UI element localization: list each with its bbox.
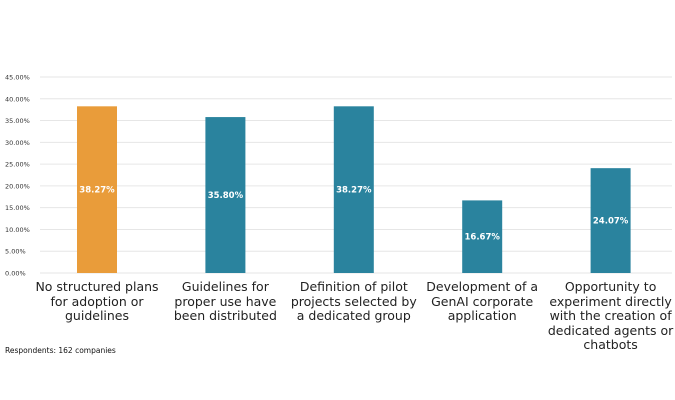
y-tick-label: 35.00% bbox=[5, 117, 30, 125]
y-tick-label: 25.00% bbox=[5, 161, 30, 169]
x-tick-label: No structured plans for adoption or guid… bbox=[35, 279, 159, 323]
respondents-footnote: Respondents: 162 companies bbox=[5, 346, 116, 355]
bar bbox=[333, 106, 374, 273]
bar-value-label: 24.07% bbox=[593, 217, 629, 227]
bar-value-label: 16.67% bbox=[464, 233, 500, 243]
bar-value-label: 35.80% bbox=[208, 191, 244, 201]
y-tick-label: 10.00% bbox=[5, 226, 30, 234]
bar-value-label: 38.27% bbox=[336, 186, 372, 196]
y-tick-label: 15.00% bbox=[5, 204, 30, 212]
y-tick-label: 30.00% bbox=[5, 139, 30, 147]
y-tick-label: 0.00% bbox=[5, 270, 26, 278]
bar-value-labels: 38.27% 35.80% 38.27% 16.67% 24.07% bbox=[79, 186, 628, 243]
bar bbox=[77, 106, 117, 273]
x-tick-label: Definition of pilot projects selected by… bbox=[290, 279, 417, 323]
y-axis: 0.00% 5.00% 10.00% 15.00% 20.00% 25.00% 30.00%… bbox=[5, 74, 30, 278]
x-tick-label: Opportunity to experiment directly with … bbox=[547, 279, 674, 352]
y-tick-label: 40.00% bbox=[5, 95, 30, 103]
y-tick-label: 45.00% bbox=[5, 74, 30, 82]
bar-value-label: 38.27% bbox=[79, 186, 115, 196]
x-tick-label: Development of a GenAI corporate applica… bbox=[426, 279, 539, 323]
bar bbox=[462, 200, 503, 273]
y-tick-label: 5.00% bbox=[5, 248, 26, 256]
bars bbox=[77, 106, 631, 274]
x-tick-label: Guidelines for proper use have been dist… bbox=[173, 279, 277, 323]
bar bbox=[590, 168, 631, 273]
y-tick-label: 20.00% bbox=[5, 182, 30, 190]
bar bbox=[205, 117, 246, 274]
